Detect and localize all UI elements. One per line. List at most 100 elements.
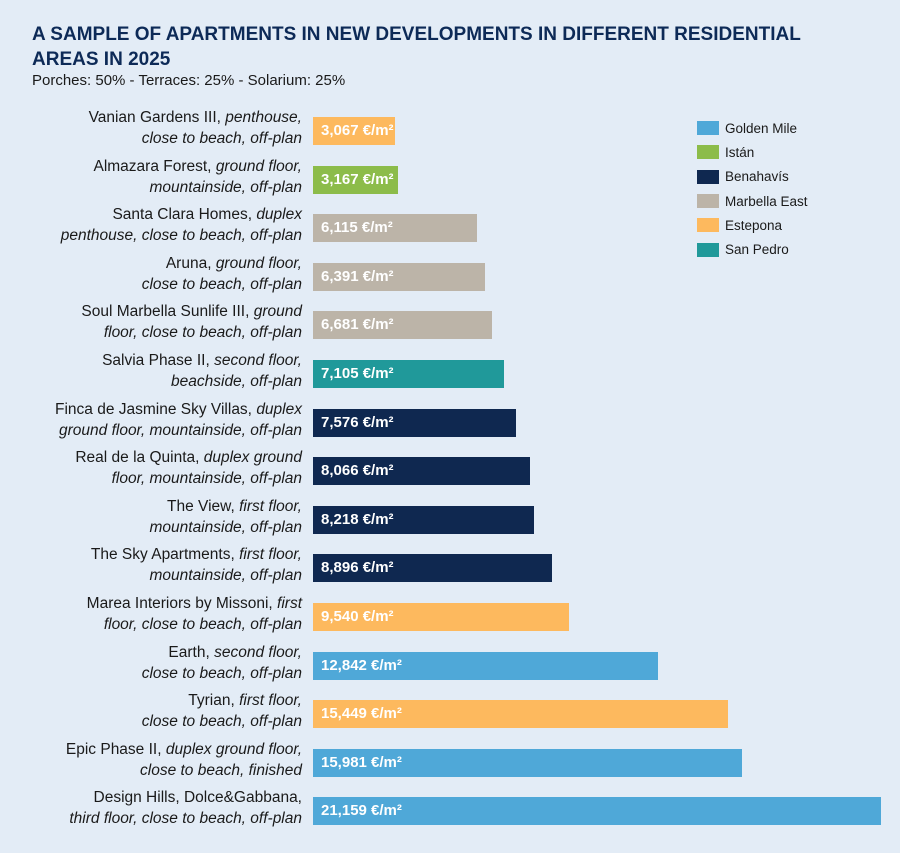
development-detail-2: mountainside, off-plan [149, 178, 302, 196]
development-detail-1: first floor, [239, 497, 302, 515]
development-name: Aruna, [165, 254, 212, 272]
development-detail-1: ground [253, 303, 302, 321]
legend-label: Benahavís [725, 169, 789, 185]
bar-value-label: 8,066 €/m² [321, 462, 394, 480]
bar-value-label: 6,391 €/m² [321, 267, 394, 285]
bar [313, 214, 478, 243]
legend-item: San Pedro [697, 237, 808, 261]
bar-category-label: Epic Phase II, duplex ground floor, close… [66, 739, 302, 781]
legend-swatch [697, 145, 719, 160]
bar-row: Vanian Gardens III, penthouse, close to b… [0, 107, 900, 155]
chart-title: A SAMPLE OF APARTMENTS IN NEW DEVELOPMEN… [32, 24, 801, 70]
bar-row: Salvia Phase II, second floor, beachside,… [0, 350, 900, 398]
bar-category-label: The View, first floor, mountainside, off-… [149, 496, 302, 538]
development-detail-1: duplex [256, 400, 302, 418]
bar [313, 457, 530, 486]
development-name: Soul Marbella Sunlife III, [81, 303, 250, 321]
legend-item: Istán [697, 140, 808, 164]
bar [313, 360, 504, 388]
development-name: Epic Phase II, [65, 740, 162, 758]
development-detail-2: mountainside, off-plan [149, 567, 302, 585]
development-name: Tyrian, [188, 692, 235, 710]
bar [313, 117, 396, 145]
development-name: Vanian Gardens III, [88, 109, 221, 126]
bar-value-label: 6,115 €/m² [321, 219, 393, 237]
bar-row: Almazara Forest, ground floor, mountainsi… [0, 156, 900, 204]
development-detail-2: beachside, off-plan [171, 373, 302, 390]
bar-category-label: Soul Marbella Sunlife III, ground floor, … [81, 301, 302, 343]
bar [313, 603, 570, 631]
development-name: Earth, [168, 643, 210, 661]
development-detail-2: mountainside, off-plan [149, 518, 302, 536]
bar-category-label: Salvia Phase II, second floor, beachside,… [102, 350, 302, 392]
bar-category-label: Tyrian, first floor, close to beach, off-… [142, 690, 302, 732]
bar-value-label: 6,681 €/m² [321, 316, 394, 334]
legend-item: Golden Mile [697, 116, 808, 140]
bar-row: The Sky Apartments, first floor, mountain… [0, 544, 900, 592]
bar-row: Epic Phase II, duplex ground floor, close… [0, 739, 900, 787]
development-name: Finca de Jasmine Sky Villas, [55, 400, 252, 418]
bar-row: Finca de Jasmine Sky Villas, duplex groun… [0, 399, 900, 447]
bar-category-label: Finca de Jasmine Sky Villas, duplex groun… [55, 399, 302, 441]
bar-category-label: The Sky Apartments, first floor, mountain… [91, 544, 302, 586]
bar [313, 408, 517, 437]
bar-value-label: 15,981 €/m² [321, 753, 402, 771]
legend-label: Marbella East [725, 193, 808, 209]
development-detail-2: third floor, close to beach, off-plan [69, 810, 302, 828]
bar [313, 311, 493, 340]
bar-row: Real de la Quinta, duplex ground floor, m… [0, 447, 900, 495]
development-detail-2: floor, close to beach, off-plan [103, 616, 302, 633]
bar-row: Tyrian, first floor, close to beach, off-… [0, 690, 900, 738]
bar-category-label: Vanian Gardens III, penthouse, close to b… [89, 107, 302, 149]
bar-value-label: 3,067 €/m² [321, 122, 394, 139]
development-detail-1: duplex ground floor, [165, 740, 302, 758]
development-name: Marea Interiors by Missoni, [86, 595, 273, 612]
development-name: Almazara Forest, [93, 157, 212, 175]
development-name: Real de la Quinta, [75, 449, 200, 467]
development-detail-1: first floor, [239, 546, 302, 564]
development-detail-1: penthouse, [225, 109, 302, 126]
development-name: The Sky Apartments, [90, 546, 235, 564]
development-detail-1: second floor, [214, 352, 302, 369]
bar-category-label: Earth, second floor, close to beach, off-… [142, 642, 302, 684]
bar-value-label: 7,576 €/m² [321, 413, 394, 431]
bar-value-label: 9,540 €/m² [321, 608, 394, 625]
legend-label: Istán [725, 144, 755, 160]
development-detail-1: ground floor, [215, 157, 302, 175]
development-detail-2: penthouse, close to beach, off-plan [60, 227, 302, 245]
bar [313, 700, 728, 729]
legend-swatch [697, 242, 719, 257]
legend-label: San Pedro [725, 242, 789, 258]
legend-label: Estepona [725, 217, 783, 233]
bar-category-label: Real de la Quinta, duplex ground floor, m… [75, 447, 302, 489]
bar-value-label: 15,449 €/m² [321, 705, 402, 723]
development-detail-2: floor, mountainside, off-plan [111, 470, 302, 488]
development-detail-1: first floor, [239, 692, 302, 710]
development-detail-2: close to beach, off-plan [141, 130, 302, 147]
chart-subtitle: Porches: 50% - Terraces: 25% - Solarium:… [32, 72, 346, 89]
legend-swatch [697, 169, 719, 184]
development-detail-2: close to beach, off-plan [141, 713, 302, 731]
bar-value-label: 8,218 €/m² [321, 510, 394, 528]
bar-value-label: 8,896 €/m² [321, 559, 394, 577]
bar-row: Santa Clara Homes, duplex penthouse, clos… [0, 204, 900, 252]
legend-swatch [697, 218, 719, 233]
development-name: Design Hills, Dolce&Gabbana, [93, 789, 303, 807]
bar-value-label: 12,842 €/m² [321, 656, 402, 674]
bar-row: Marea Interiors by Missoni, first floor, … [0, 593, 900, 641]
bar-value-label: 7,105 €/m² [321, 365, 394, 382]
legend-label: Golden Mile [725, 120, 798, 136]
bar-row: Soul Marbella Sunlife III, ground floor, … [0, 301, 900, 349]
development-name: Salvia Phase II, [102, 352, 210, 369]
legend-swatch [697, 194, 719, 209]
legend: Golden Mile Istán Benahavís Marbella East Es… [697, 116, 808, 262]
bar [313, 165, 399, 194]
bar-row: Design Hills, Dolce&Gabbana, third floor… [0, 787, 900, 835]
bar-value-label: 21,159 €/m² [321, 802, 402, 820]
bar-category-label: Aruna, ground floor, close to beach, off-… [142, 253, 302, 295]
development-detail-2: close to beach, off-plan [141, 275, 302, 293]
bar-row: Earth, second floor, close to beach, off-… [0, 642, 900, 690]
bar [313, 262, 485, 291]
legend-item: Benahavís [697, 165, 808, 189]
bar-category-label: Marea Interiors by Missoni, first floor, … [87, 593, 302, 635]
